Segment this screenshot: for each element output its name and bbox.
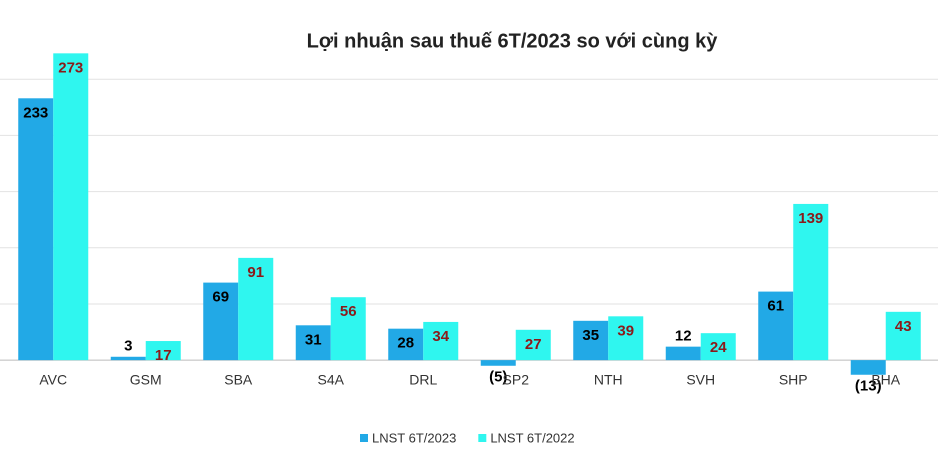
data-label: 39 [617,322,634,339]
x-tick-label: SP2 [503,372,530,388]
data-label: 61 [767,298,784,315]
bar [388,328,424,361]
x-tick-label: NTH [594,372,623,388]
data-label: 233 [23,104,48,121]
legend-label: LNST 6T/2023 [372,430,456,445]
bar [53,53,89,361]
data-label: 27 [525,336,542,353]
x-tick-label: GSM [130,372,162,388]
bar [330,297,366,361]
x-tick-label: SBA [224,372,253,388]
legend-swatch [360,434,368,442]
data-label: (5) [489,369,507,386]
legend-label: LNST 6T/2022 [490,430,574,445]
bar [665,346,701,361]
x-tick-label: SVH [686,372,715,388]
data-label: 3 [124,338,132,355]
chart-title: Lợi nhuận sau thuế 6T/2023 so với cùng k… [307,30,719,52]
x-tick-label: S4A [318,372,345,388]
x-tick-label: BHA [871,372,900,388]
bar [145,341,181,361]
data-label: 17 [155,347,172,364]
data-label: 34 [432,328,449,345]
bar [850,360,886,375]
data-label: 91 [247,264,264,281]
bar [203,282,239,361]
bar [573,320,609,361]
bar [110,356,146,361]
data-label: (13) [855,378,882,395]
x-tick-label: DRL [409,372,437,388]
data-label: 56 [340,303,357,320]
bar [480,360,516,366]
data-label: 139 [798,210,823,227]
x-tick-label: AVC [39,372,67,388]
data-label: 273 [58,59,83,76]
bar [238,257,274,361]
data-label: 69 [212,289,229,306]
data-label: 28 [397,335,414,352]
legend-swatch [478,434,487,442]
bar [700,333,736,361]
bar [608,316,644,361]
bar [885,311,921,361]
data-label: 24 [710,339,727,356]
bar [18,98,54,361]
data-label: 12 [675,328,692,345]
bar [295,325,331,361]
x-tick-label: SHP [779,372,808,388]
bar [423,321,459,361]
bar [793,203,829,361]
bar [758,291,794,361]
data-label: 43 [895,318,912,335]
bar [515,329,551,361]
data-label: 31 [305,331,322,348]
data-label: 35 [582,327,599,344]
